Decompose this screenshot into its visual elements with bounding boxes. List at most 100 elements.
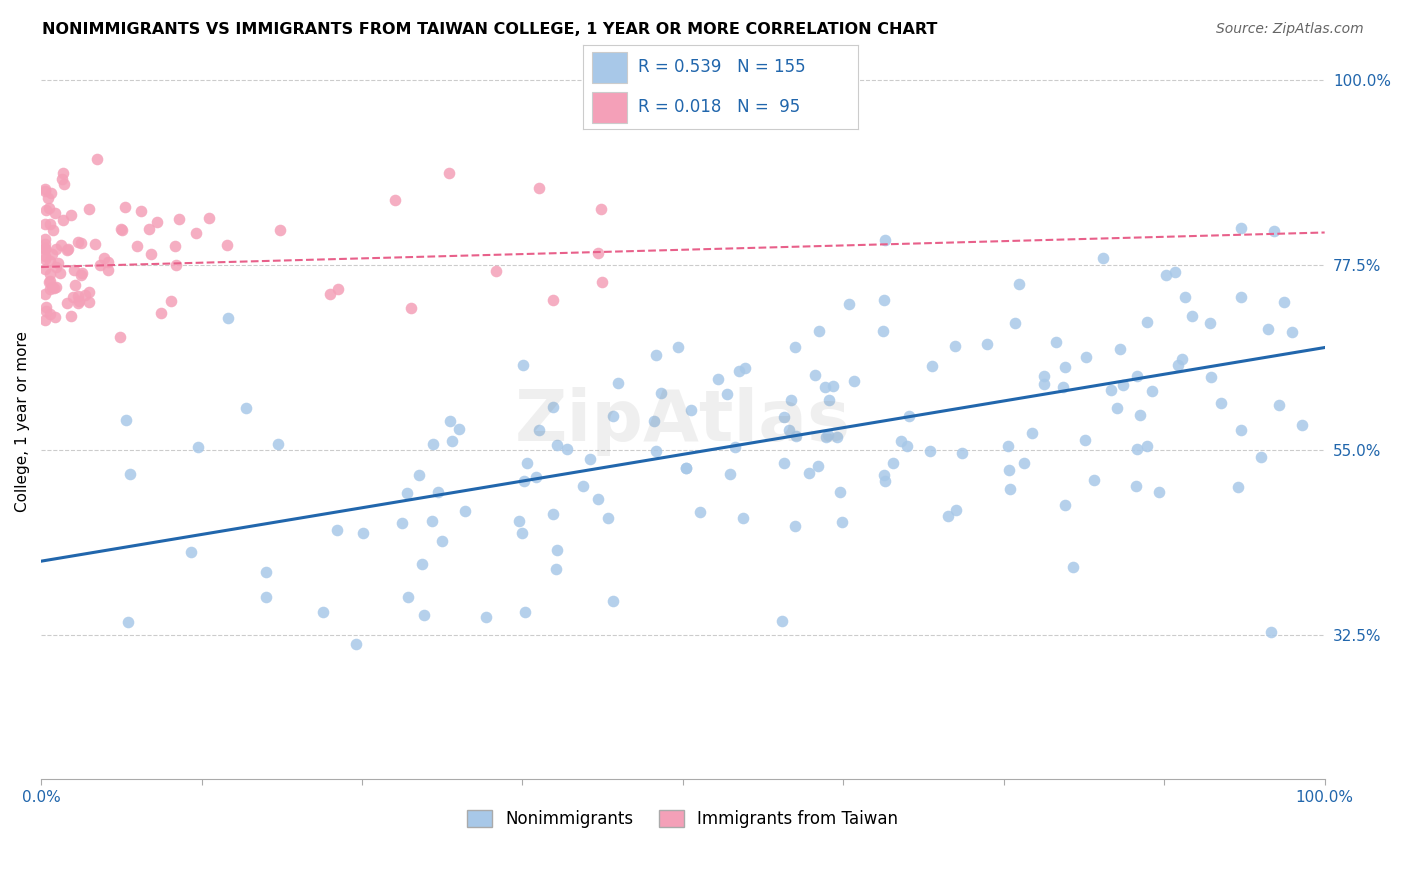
Point	[46, 256, 69, 270]
Point	[1291, 417, 1313, 432]
Point	[86, 153, 108, 167]
Point	[35, 304, 58, 318]
Point	[70, 235, 93, 250]
Point	[650, 385, 672, 400]
Point	[1099, 384, 1122, 398]
Point	[396, 486, 419, 500]
Point	[896, 440, 918, 454]
Point	[45, 280, 67, 294]
Point	[1229, 291, 1251, 305]
Point	[449, 421, 471, 435]
Point	[512, 358, 534, 372]
Point	[645, 348, 668, 362]
Point	[1230, 423, 1253, 437]
Point	[427, 485, 450, 500]
Point	[770, 614, 793, 628]
Point	[1167, 358, 1189, 372]
Point	[34, 241, 56, 255]
Point	[79, 202, 101, 216]
Point	[675, 461, 697, 475]
Point	[139, 247, 162, 261]
Point	[254, 565, 277, 579]
Point	[872, 324, 894, 338]
Point	[779, 392, 801, 407]
Point	[727, 364, 749, 378]
Point	[41, 279, 63, 293]
Point	[527, 181, 550, 195]
Point	[1062, 559, 1084, 574]
Point	[34, 249, 56, 263]
Point	[1052, 380, 1074, 394]
Point	[555, 442, 578, 457]
Point	[773, 456, 796, 470]
Point	[527, 424, 550, 438]
Point	[707, 372, 730, 386]
Point	[1272, 294, 1295, 309]
Point	[49, 238, 72, 252]
Point	[55, 243, 77, 257]
Point	[59, 310, 82, 324]
Point	[42, 281, 65, 295]
Bar	[592, 92, 627, 122]
Point	[513, 605, 536, 619]
Point	[422, 436, 444, 450]
Point	[918, 444, 941, 458]
Point	[41, 247, 63, 261]
Point	[235, 401, 257, 415]
Point	[602, 593, 624, 607]
Point	[138, 222, 160, 236]
Point	[1032, 368, 1054, 383]
Point	[44, 206, 66, 220]
Point	[831, 515, 853, 529]
Point	[180, 544, 202, 558]
Point	[269, 223, 291, 237]
Point	[117, 615, 139, 629]
Point	[165, 239, 187, 253]
Point	[34, 286, 56, 301]
Point	[675, 460, 697, 475]
Point	[110, 223, 132, 237]
Point	[785, 429, 807, 443]
Point	[34, 182, 56, 196]
Point	[510, 526, 533, 541]
Point	[125, 239, 148, 253]
Point	[34, 313, 56, 327]
Point	[70, 266, 93, 280]
Point	[731, 511, 754, 525]
Point	[39, 282, 62, 296]
Point	[34, 232, 56, 246]
Point	[66, 289, 89, 303]
Point	[808, 324, 831, 338]
Text: Source: ZipAtlas.com: Source: ZipAtlas.com	[1216, 22, 1364, 37]
Point	[596, 511, 619, 525]
Point	[591, 275, 613, 289]
Point	[115, 413, 138, 427]
Point	[167, 211, 190, 226]
Point	[679, 402, 702, 417]
Point	[783, 340, 806, 354]
Point	[420, 514, 443, 528]
Text: NONIMMIGRANTS VS IMMIGRANTS FROM TAIWAN COLLEGE, 1 YEAR OR MORE CORRELATION CHAR: NONIMMIGRANTS VS IMMIGRANTS FROM TAIWAN …	[42, 22, 938, 37]
Text: R = 0.018   N =  95: R = 0.018 N = 95	[638, 98, 800, 116]
Point	[1263, 224, 1285, 238]
Point	[591, 202, 613, 216]
Point	[1250, 450, 1272, 464]
Point	[412, 608, 434, 623]
Point	[44, 310, 66, 324]
Point	[1021, 425, 1043, 440]
Bar	[592, 53, 627, 83]
Point	[815, 430, 838, 444]
Point	[943, 339, 966, 353]
Point	[1154, 268, 1177, 282]
Point	[734, 360, 756, 375]
Point	[83, 237, 105, 252]
Point	[97, 255, 120, 269]
Point	[1105, 401, 1128, 415]
Point	[187, 440, 209, 454]
Point	[1083, 474, 1105, 488]
Point	[35, 300, 58, 314]
Point	[60, 208, 83, 222]
Point	[945, 503, 967, 517]
Point	[56, 296, 79, 310]
Point	[579, 452, 602, 467]
